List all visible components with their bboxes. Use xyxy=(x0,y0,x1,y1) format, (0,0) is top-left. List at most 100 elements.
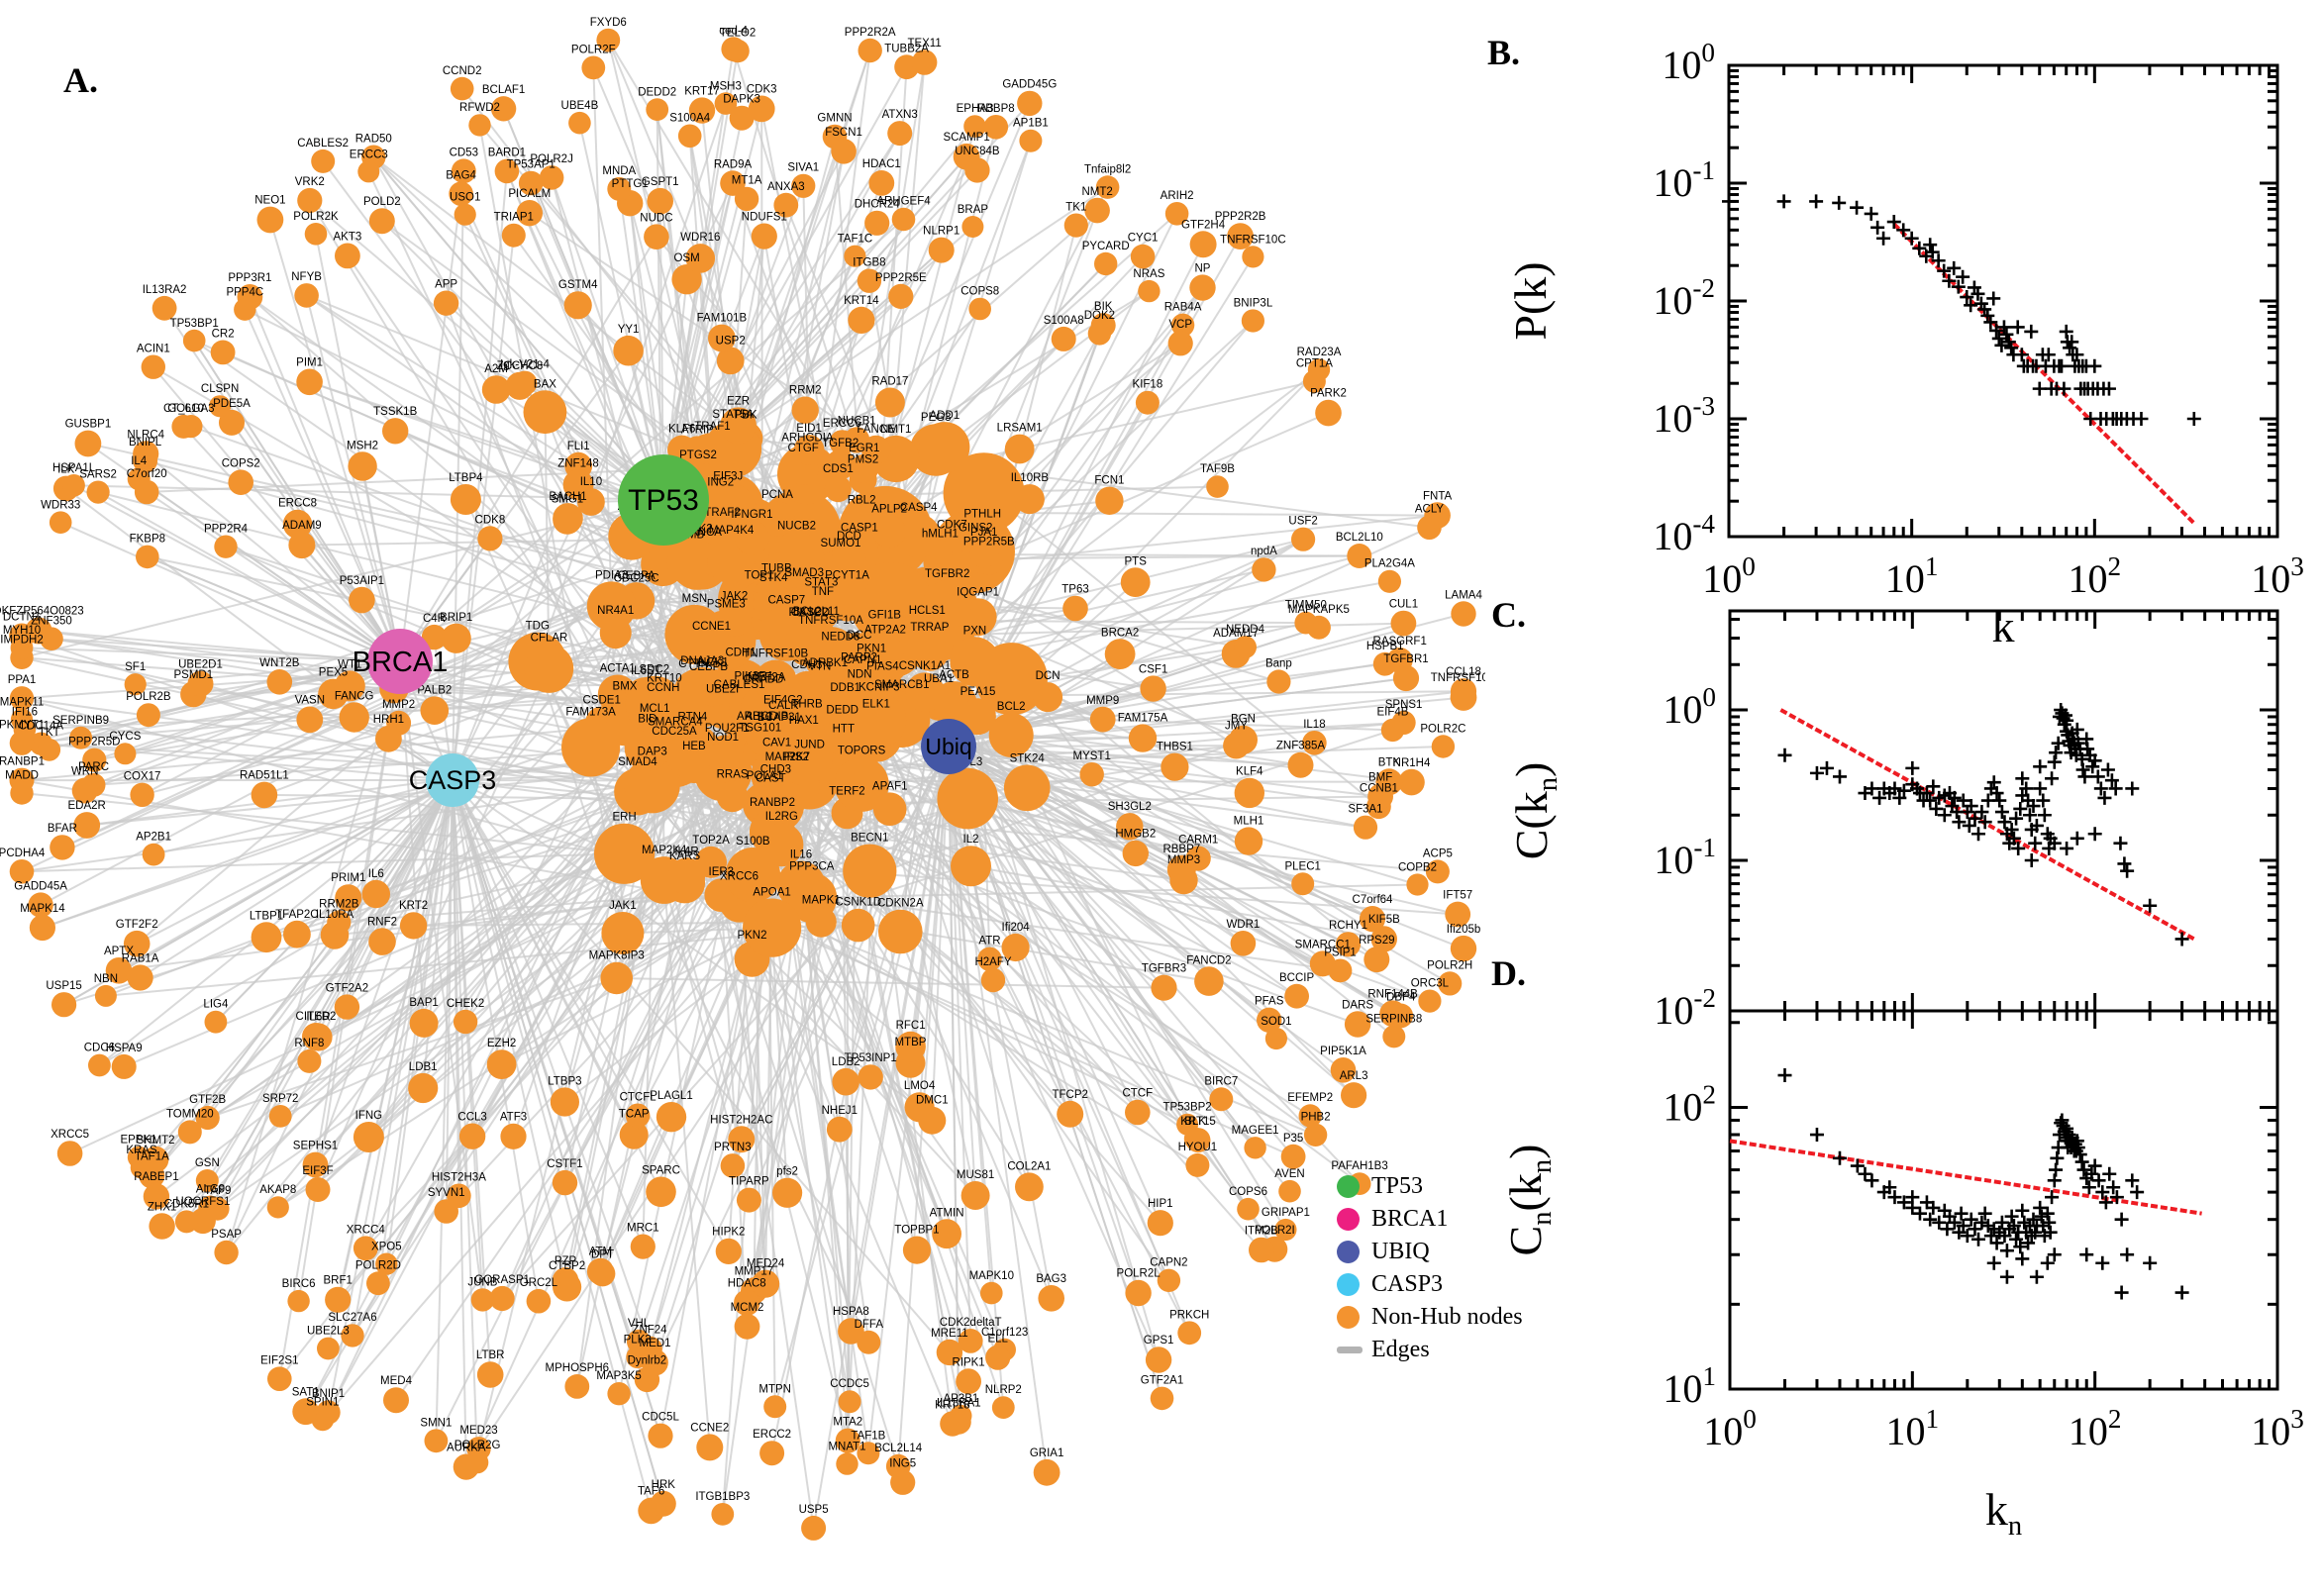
network-node xyxy=(601,912,645,954)
network-node-label: WNT2B xyxy=(259,657,300,669)
network-node xyxy=(834,756,889,812)
network-node-label: MUS81 xyxy=(957,1169,994,1181)
network-node-label: DCD xyxy=(837,531,861,543)
network-node-label: PCYT1A xyxy=(825,569,869,581)
network-node-label: EIF4G2 xyxy=(763,694,803,706)
network-node-label: PALB2 xyxy=(417,685,452,697)
network-node xyxy=(38,738,61,761)
network-node xyxy=(187,670,214,697)
network-node xyxy=(210,340,236,365)
network-node-label: TAF6 xyxy=(638,1486,664,1498)
network-node xyxy=(711,1503,735,1526)
network-node-label: PTTG1 xyxy=(612,178,649,190)
network-node-label: EIF3J xyxy=(713,470,743,482)
network-node xyxy=(267,1366,292,1391)
network-node-label: RAD50 xyxy=(355,134,392,146)
network-node-label: TOPBP1 xyxy=(894,1225,939,1237)
network-node xyxy=(1353,815,1378,840)
network-node-label: AVEN xyxy=(1274,1168,1304,1180)
network-node-label: GSN xyxy=(195,1157,220,1169)
network-node-label: APTX xyxy=(104,946,134,957)
network-node-label: MAP3K5 xyxy=(596,1370,641,1382)
network-node xyxy=(650,1490,676,1517)
network-node xyxy=(74,430,102,457)
network-node-label: NUCB1 xyxy=(838,415,876,427)
network-node-label: NEDD4 xyxy=(1226,624,1265,636)
network-node xyxy=(1298,1104,1322,1128)
network-node xyxy=(421,624,448,650)
network-node-label: SMARCB1 xyxy=(874,679,930,691)
network-node-label: FANCD2 xyxy=(1186,954,1231,966)
network-node-label: WDR33 xyxy=(41,499,80,511)
network-node-label: CFLAR xyxy=(531,633,568,645)
network-node xyxy=(287,1289,310,1313)
network-node-label: GMNN xyxy=(817,113,852,125)
axis-label: Cn​(kn​) xyxy=(1500,1145,1558,1256)
network-node-label: SF1 xyxy=(125,661,146,673)
network-node xyxy=(489,1285,515,1312)
network-node xyxy=(928,540,953,564)
network-node-label: IFNGR1 xyxy=(731,509,772,521)
network-node-label: CLSPN xyxy=(201,383,239,395)
network-node-label: HSPB1 xyxy=(1366,641,1404,652)
network-node xyxy=(1284,983,1309,1009)
network-node-label: POLR2H xyxy=(1427,959,1472,971)
network-node xyxy=(136,545,159,569)
network-node-label: VHL xyxy=(628,1318,651,1330)
network-node xyxy=(1194,966,1224,996)
network-node xyxy=(1392,664,1420,692)
network-node xyxy=(626,1346,650,1369)
legend-item-brca1: BRCA1 xyxy=(1337,1203,1523,1236)
network-node xyxy=(743,898,802,957)
network-node xyxy=(872,515,906,549)
network-node-label: PFAS xyxy=(1255,996,1284,1008)
network-node xyxy=(937,767,998,830)
network-node-label: PPA1 xyxy=(8,674,37,686)
network-node-label: POLR2D xyxy=(355,1259,401,1271)
network-node xyxy=(759,501,795,537)
network-node-label: SMARCA4 xyxy=(648,716,703,728)
network-node xyxy=(1164,202,1189,226)
network-node xyxy=(266,1196,289,1219)
hub-node-tp53 xyxy=(618,454,709,546)
network-node-label: LMO4 xyxy=(904,1080,936,1092)
network-node xyxy=(234,298,256,321)
network-node-label: EGR1 xyxy=(849,443,879,454)
network-node-label: MSH2 xyxy=(347,440,378,451)
network-node-label: PRIM1 xyxy=(331,872,365,884)
network-node-label: PIP5K1A xyxy=(1320,1046,1366,1057)
network-node-label: KRAS xyxy=(126,1145,157,1156)
network-node-label: BAG4 xyxy=(446,169,476,181)
network-node xyxy=(850,453,879,483)
network-node-label: CSF1 xyxy=(1139,663,1167,675)
network-node-label: APOA1 xyxy=(753,886,790,898)
network-node xyxy=(1084,197,1110,224)
network-node-label: TRIAP1 xyxy=(494,212,534,224)
network-node-label: KLF4 xyxy=(1236,766,1263,778)
legend-item-casp3: CASP3 xyxy=(1337,1268,1523,1301)
network-node xyxy=(142,843,165,866)
network-node xyxy=(476,1361,504,1388)
network-node-label: BAX xyxy=(534,378,556,390)
network-node xyxy=(841,908,875,943)
network-node-label: TNFRSF10C xyxy=(1220,234,1285,246)
network-node-label: LIG4 xyxy=(203,999,229,1011)
network-node-label: PPP2R5E xyxy=(875,272,927,284)
network-node-label: AP3B1 xyxy=(943,1393,978,1405)
network-node xyxy=(634,1366,660,1393)
network-node-label: NMT1 xyxy=(880,424,911,436)
network-node xyxy=(613,335,644,366)
network-node xyxy=(550,1087,580,1117)
network-node xyxy=(728,1126,756,1153)
network-node-label: ERCC2 xyxy=(753,1429,791,1441)
network-node-label: CTGF xyxy=(788,443,819,454)
network-node xyxy=(447,1183,471,1209)
network-node-label: CHEK2 xyxy=(447,998,484,1010)
network-node-label: USP5 xyxy=(799,1504,829,1516)
network-node xyxy=(667,857,706,895)
network-node-label: BCCIP xyxy=(1279,972,1314,984)
network-node-label: GADD45G xyxy=(1002,79,1057,91)
network-panel: NEDD8KARSDDB1UBA1CCNE1CDK2PCNACDK7CCNHPO… xyxy=(0,17,1485,1541)
network-node-label: POLR2C xyxy=(1420,723,1465,735)
network-node xyxy=(114,743,137,765)
